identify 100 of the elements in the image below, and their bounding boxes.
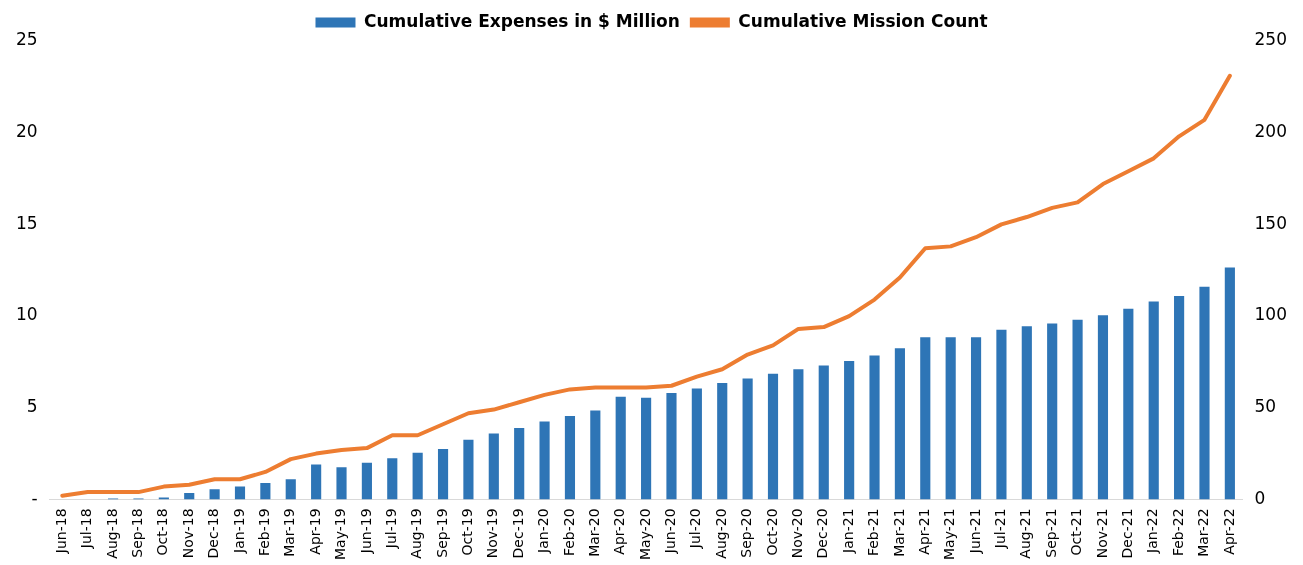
bar [666, 393, 677, 500]
x-tick-label: Jan-19 [230, 508, 247, 554]
bar [717, 382, 728, 500]
x-tick-label: Jan-22 [1144, 508, 1161, 554]
bar [361, 462, 372, 500]
bar [894, 348, 905, 500]
bar [336, 467, 347, 500]
y-tick-label: 10 [15, 304, 38, 325]
bar [463, 439, 474, 500]
bar [437, 449, 449, 500]
x-tick-label: Aug-19 [408, 508, 425, 559]
bar [920, 337, 931, 500]
x-tick-label: Mar-19 [281, 508, 298, 557]
x-tick-label: Dec-21 [1118, 508, 1135, 559]
x-tick-label: Jun-19 [357, 508, 374, 555]
bar [1123, 308, 1134, 500]
bar [387, 458, 398, 500]
x-tick-label: May-21 [941, 508, 958, 561]
y-tick-label: 15 [15, 212, 38, 233]
x-tick-label: Sep-18 [129, 508, 146, 558]
bar [209, 489, 220, 500]
x-tick-label: Jul-19 [382, 508, 399, 550]
bar [615, 396, 626, 500]
bar [260, 482, 271, 500]
y2-tick-label: 250 [1254, 29, 1288, 50]
bar [1148, 301, 1159, 500]
x-tick-label: Oct-18 [154, 508, 171, 556]
x-tick-label: Jan-21 [839, 508, 856, 554]
x-tick-label: Dec-19 [509, 508, 526, 559]
bar [184, 493, 195, 500]
x-tick-label: Sep-19 [433, 508, 450, 558]
x-tick-label: Feb-22 [1169, 508, 1186, 557]
y2-tick-label: 50 [1254, 396, 1277, 417]
bar [996, 329, 1007, 500]
bar [514, 427, 525, 500]
y2-tick-label: 100 [1254, 304, 1288, 325]
x-tick-label: Nov-20 [789, 508, 806, 559]
bar [564, 416, 576, 500]
bar [412, 452, 423, 500]
x-tick-label: Jun-18 [52, 508, 69, 555]
y2-tick-label: 200 [1254, 121, 1288, 142]
x-tick-label: May-19 [332, 508, 349, 561]
bar [742, 378, 753, 500]
x-tick-label: Feb-21 [865, 508, 882, 557]
y-tick-label: 5 [26, 396, 38, 417]
bar [1047, 323, 1058, 500]
x-tick-label: Oct-19 [459, 508, 476, 556]
x-tick-label: Sep-21 [1042, 508, 1059, 558]
x-tick-label: Jul-21 [992, 508, 1009, 550]
y-tick-label: 25 [15, 29, 38, 50]
x-tick-label: Oct-20 [763, 508, 780, 556]
legend-label: Cumulative Expenses in $ Million [363, 10, 680, 31]
x-tick-label: Jan-20 [535, 508, 552, 554]
x-tick-label: Jun-20 [662, 508, 679, 555]
x-tick-label: Nov-21 [1093, 508, 1110, 559]
bar [590, 410, 601, 500]
x-tick-label: Apr-20 [611, 508, 628, 555]
x-tick-label: Jul-18 [78, 508, 95, 550]
x-tick-label: Aug-18 [103, 508, 120, 559]
bar [767, 373, 779, 500]
x-tick-label: Aug-21 [1017, 508, 1034, 559]
bar [793, 369, 804, 500]
bar [945, 337, 956, 500]
bar [844, 360, 855, 500]
x-tick-label: Mar-22 [1195, 508, 1212, 557]
y2-tick-label: 0 [1254, 487, 1266, 508]
bar [1072, 319, 1083, 500]
bar [234, 486, 246, 500]
x-tick-label: Jun-21 [966, 508, 983, 555]
y2-tick-label: 150 [1254, 212, 1288, 233]
x-tick-label: Dec-20 [814, 508, 831, 559]
x-tick-label: Sep-20 [738, 508, 755, 558]
x-tick-label: Apr-22 [1220, 508, 1237, 555]
bar [311, 464, 322, 500]
bar [1199, 286, 1210, 500]
bar [488, 433, 499, 500]
bar [691, 388, 702, 500]
bar [641, 397, 652, 500]
x-tick-label: Feb-19 [256, 508, 273, 557]
bar [1174, 295, 1185, 500]
bar [285, 479, 296, 500]
bar [1021, 326, 1032, 500]
x-tick-label: Mar-20 [585, 508, 602, 557]
x-tick-label: Dec-18 [205, 508, 222, 559]
bar [1224, 267, 1235, 500]
x-tick-label: Mar-21 [890, 508, 907, 557]
x-tick-label: Nov-18 [179, 508, 196, 559]
x-tick-label: Oct-21 [1068, 508, 1085, 556]
bar [869, 355, 880, 500]
bar [970, 337, 982, 500]
bar [818, 365, 829, 500]
x-tick-label: Jul-20 [687, 508, 704, 550]
x-tick-label: Aug-20 [712, 508, 729, 559]
y-tick-label: - [31, 487, 38, 508]
x-tick-label: Apr-21 [915, 508, 932, 555]
x-tick-label: Apr-19 [306, 508, 323, 555]
x-tick-label: Feb-20 [560, 508, 577, 557]
bar [1097, 315, 1109, 500]
legend-label: Cumulative Mission Count [738, 10, 988, 31]
y-tick-label: 20 [15, 121, 38, 142]
